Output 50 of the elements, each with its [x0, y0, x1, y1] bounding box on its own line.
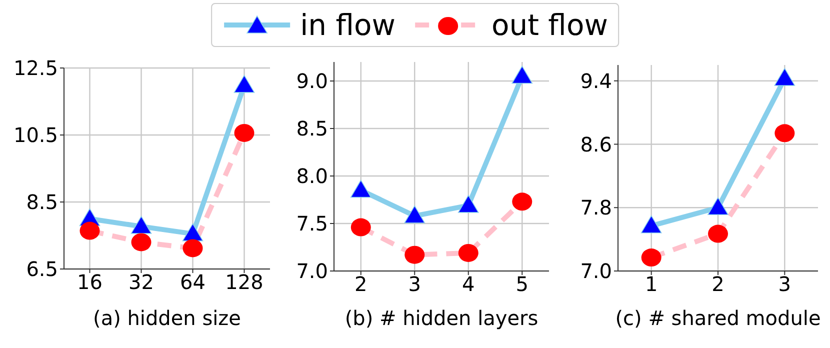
x-tick-label: 128 [225, 270, 264, 294]
y-tick-label: 8.6 [580, 132, 612, 156]
point [80, 222, 100, 240]
x-tick-label: 32 [128, 270, 154, 294]
x-tick-label: 4 [462, 272, 475, 296]
x-tick-label: 1 [644, 272, 658, 296]
x-axis-title: (a) hidden size [92, 306, 242, 330]
point [708, 197, 728, 216]
x-tick-label: 64 [180, 270, 206, 294]
point [130, 216, 152, 234]
y-tick-label: 9.0 [296, 69, 328, 94]
point [182, 223, 204, 242]
legend-label: in flow [300, 8, 396, 42]
point [708, 224, 728, 243]
point [641, 248, 662, 267]
point [512, 192, 532, 211]
point [640, 215, 662, 234]
point [350, 218, 371, 236]
y-tick-label: 8.0 [296, 164, 328, 188]
y-tick-label: 6.5 [26, 257, 58, 282]
point [182, 239, 203, 258]
point [512, 66, 533, 84]
point [458, 195, 479, 213]
x-tick-label: 3 [408, 272, 421, 296]
point [234, 124, 254, 142]
point [404, 206, 426, 224]
x-axis-title: (b) # hidden layers [344, 306, 540, 330]
point [774, 68, 796, 86]
point [458, 244, 478, 262]
point [774, 124, 795, 142]
y-tick-label: 7.8 [580, 196, 612, 220]
x-axis-title: (c) # shared module [614, 306, 822, 330]
x-tick-label: 3 [778, 272, 792, 296]
y-tick-label: 7.5 [296, 212, 328, 236]
x-tick-label: 16 [77, 270, 102, 294]
point [131, 233, 152, 252]
y-tick-label: 8.5 [296, 116, 328, 141]
x-tick-label: 2 [354, 272, 368, 296]
y-tick-label: 7.0 [296, 259, 328, 284]
x-tick-label: 2 [712, 272, 724, 296]
y-tick-label: 7.0 [580, 259, 612, 284]
y-tick-label: 12.5 [13, 56, 58, 80]
point [234, 75, 255, 93]
x-tick-label: 5 [516, 272, 528, 296]
y-tick-label: 8.5 [26, 190, 58, 214]
y-tick-label: 10.5 [13, 123, 58, 148]
point [404, 246, 425, 264]
legend-label: out flow [491, 8, 608, 42]
point [350, 180, 372, 198]
y-tick-label: 9.4 [580, 68, 612, 93]
